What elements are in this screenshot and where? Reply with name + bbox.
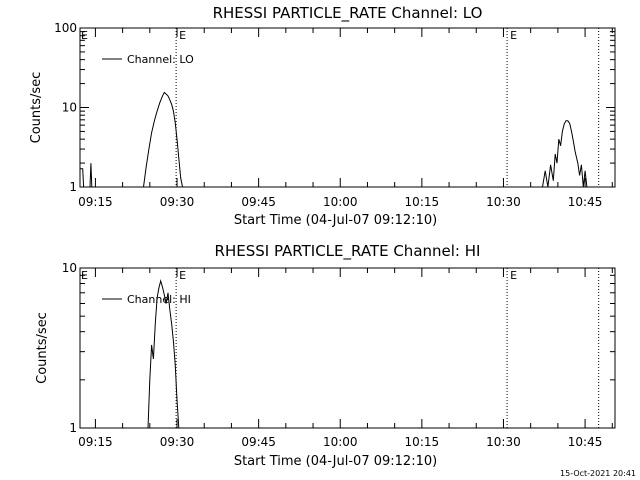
chart-0-series-line-segment (89, 163, 93, 188)
chart-0-plot-frame (79, 27, 616, 188)
chart-0-event-marker-label: E (179, 29, 186, 42)
chart-1-y-axis-title: Counts/sec (35, 312, 50, 384)
chart-0-y-tick-label: 1 (69, 180, 77, 194)
chart-1-series-line-segment (147, 278, 180, 429)
chart-1-y-tick-label: 1 (69, 421, 77, 435)
chart-0-series-line-segment (143, 91, 183, 188)
chart-1-x-tick-label: 10:45 (568, 435, 603, 449)
chart-1-y-tick-label: 10 (62, 261, 77, 275)
chart-0-x-tick-label: 10:00 (323, 195, 358, 209)
chart-0-y-tick-label: 10 (62, 101, 77, 115)
chart-1-event-marker-label: E (510, 269, 517, 282)
chart-0-series-line-segment (542, 120, 588, 188)
chart-0-y-axis-title: Counts/sec (29, 72, 44, 144)
chart-1-event-marker-label: E (179, 269, 186, 282)
chart-0-x-tick-label: 10:30 (486, 195, 521, 209)
chart-1-event-marker-label-start: E (81, 269, 88, 282)
chart-1-x-tick-label: 10:15 (405, 435, 440, 449)
chart-0-legend-label: Channel: LO (127, 53, 194, 66)
chart-1-plot-frame (79, 267, 616, 429)
chart-0-event-marker-label-start: E (81, 29, 88, 42)
chart-1-title: RHESSI PARTICLE_RATE Channel: HI (215, 242, 481, 261)
chart-0-x-axis-title: Start Time (04-Jul-07 09:12:10) (234, 213, 437, 228)
chart-0-event-marker-label: E (510, 29, 517, 42)
chart-1-x-tick-label: 10:30 (486, 435, 521, 449)
panel-lo: RHESSI PARTICLE_RATE Channel: LO 1 10 100 09… (29, 4, 616, 228)
chart-1-x-tick-label: 10:00 (323, 435, 358, 449)
chart-1-x-tick-label: 09:30 (160, 435, 195, 449)
chart-0-title: RHESSI PARTICLE_RATE Channel: LO (213, 4, 483, 23)
chart-0-x-tick-label: 09:15 (78, 195, 113, 209)
chart-1-x-axis-title: Start Time (04-Jul-07 09:12:10) (234, 454, 437, 469)
panel-hi: RHESSI PARTICLE_RATE Channel: HI 1 10 09:15… (35, 242, 616, 469)
chart-1-x-tick-label: 09:45 (241, 435, 276, 449)
chart-0-x-tick-label: 10:15 (405, 195, 440, 209)
chart-0-x-tick-label: 09:45 (241, 195, 276, 209)
chart-0-x-tick-label: 09:30 (160, 195, 195, 209)
chart-0-x-tick-label: 10:45 (568, 195, 603, 209)
chart-0-series-line-segment (80, 168, 88, 188)
chart-0-y-tick-label: 100 (54, 21, 77, 35)
footer-timestamp: 15-Oct-2021 20:41 (560, 469, 636, 478)
chart-1-x-tick-label: 09:15 (78, 435, 113, 449)
chart-1-legend-label: Channel: HI (127, 293, 191, 306)
